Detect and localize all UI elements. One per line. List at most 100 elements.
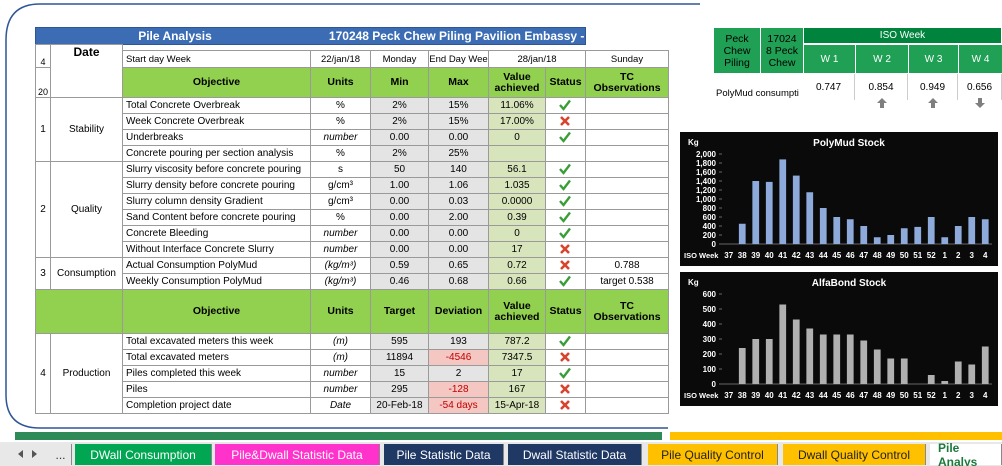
sheet-tab[interactable]: Pile Analys [930, 441, 1002, 466]
bar [779, 159, 787, 244]
x-tick-label: 1 [943, 391, 948, 400]
check-icon [559, 163, 571, 175]
iso-value: 0.747 [803, 74, 855, 100]
check [559, 227, 571, 239]
x-tick-label: 38 [738, 251, 747, 260]
objective: Piles completed this week [122, 365, 311, 382]
unit: (m) [310, 349, 371, 366]
min: 0.00 [370, 225, 429, 242]
cross [560, 116, 570, 126]
iso-week: W 2 [855, 44, 909, 74]
x-tick-label: 4 [983, 391, 988, 400]
x-tick-label: 41 [778, 251, 787, 260]
x-tick-label: 44 [819, 391, 828, 400]
max: 0.00 [428, 129, 489, 146]
check-icon [559, 99, 571, 111]
tc-observation [585, 193, 669, 210]
cross-icon [560, 244, 570, 254]
x-tick-label: 50 [900, 391, 909, 400]
tab-next[interactable] [32, 450, 37, 458]
chart-title: AlfaBond Stock [812, 278, 887, 289]
sheet-tab[interactable]: ... [50, 444, 72, 465]
value: 0.66 [488, 273, 546, 290]
objective: Without Interface Concrete Slurry [122, 241, 311, 258]
y-tick-label: 200 [703, 231, 717, 240]
min: 0.00 [370, 209, 429, 226]
tc-observation [585, 241, 669, 258]
bar [738, 223, 746, 244]
chart: PolyMud StockKg02004006008001,0001,2001,… [680, 132, 998, 266]
min: 1.00 [370, 177, 429, 194]
objective: Sand Content before concrete pouring [122, 209, 311, 226]
tc-observation [585, 209, 669, 226]
check [559, 195, 571, 207]
x-tick-label: 52 [927, 251, 936, 260]
unit: Date [310, 397, 371, 414]
min: 50 [370, 161, 429, 178]
iso-row-label: PolyMud consumpti [716, 87, 799, 99]
bar [765, 339, 773, 384]
file-name: 170248 Peck Chew Piling Pavilion Embassy… [328, 28, 640, 43]
check [559, 163, 571, 175]
max: 2 [428, 365, 489, 382]
sheet-tab[interactable]: Pile&Dwall Statistic Data [215, 444, 380, 465]
y-tick-label: 0 [712, 240, 717, 249]
date-label: Date [50, 44, 123, 98]
column-header: TC Observations [585, 67, 669, 98]
week-cell: 22/jan/18 [310, 50, 371, 68]
min: 20-Feb-18 [370, 397, 429, 414]
sheet-tab[interactable]: DWall Consumption [75, 444, 212, 465]
group-number: 3 [35, 257, 51, 290]
status [545, 145, 586, 162]
tab-prev[interactable] [18, 450, 23, 458]
orange-band [670, 432, 1002, 440]
tc-observation: target 0.538 [585, 273, 669, 290]
check-icon [559, 131, 571, 143]
check-icon [559, 335, 571, 347]
sheet-tab[interactable]: Pile Quality Control [648, 444, 778, 465]
unit: g/cm³ [310, 193, 371, 210]
iso-head: 17024 8 Peck Chew [760, 27, 804, 74]
x-tick-label: 2 [956, 391, 961, 400]
max: 0.03 [428, 193, 489, 210]
min: 595 [370, 333, 429, 350]
tc-observation [585, 381, 669, 398]
check [559, 131, 571, 143]
sheet-tab[interactable]: Dwall Statistic Data [508, 444, 642, 465]
min: 2% [370, 145, 429, 162]
arrow [975, 98, 985, 108]
objective: Weekly Consumption PolyMud [122, 273, 311, 290]
bar [887, 358, 895, 384]
value: 7347.5 [488, 349, 546, 366]
objective: Total Concrete Overbreak [122, 97, 311, 114]
x-tick-label: 1 [943, 251, 948, 260]
unit: g/cm³ [310, 177, 371, 194]
bar [954, 361, 962, 384]
x-tick-label: 4 [983, 251, 988, 260]
unit: % [310, 209, 371, 226]
x-tick-label: 40 [765, 391, 774, 400]
cross-icon [560, 400, 570, 410]
iso-value: 0.854 [855, 74, 908, 100]
max: 0.65 [428, 257, 489, 274]
y-axis-label: Kg [688, 278, 699, 287]
sheet-tab[interactable]: Dwall Quality Control [783, 444, 926, 465]
x-tick-label: 39 [751, 391, 760, 400]
column-header: Max [428, 67, 489, 98]
tc-observation [585, 397, 669, 414]
x-tick-label: 43 [805, 391, 814, 400]
bar [927, 217, 935, 244]
column-header: Status [545, 289, 586, 334]
min: 2% [370, 97, 429, 114]
cross-icon [560, 384, 570, 394]
max: 193 [428, 333, 489, 350]
min: 0.00 [370, 241, 429, 258]
min: 0.00 [370, 193, 429, 210]
group-number: 4 [35, 333, 51, 414]
sheet-tab[interactable]: Pile Statistic Data [384, 444, 504, 465]
bar [792, 319, 800, 384]
iso-value: 0.949 [908, 74, 958, 100]
max: 140 [428, 161, 489, 178]
unit: number [310, 381, 371, 398]
